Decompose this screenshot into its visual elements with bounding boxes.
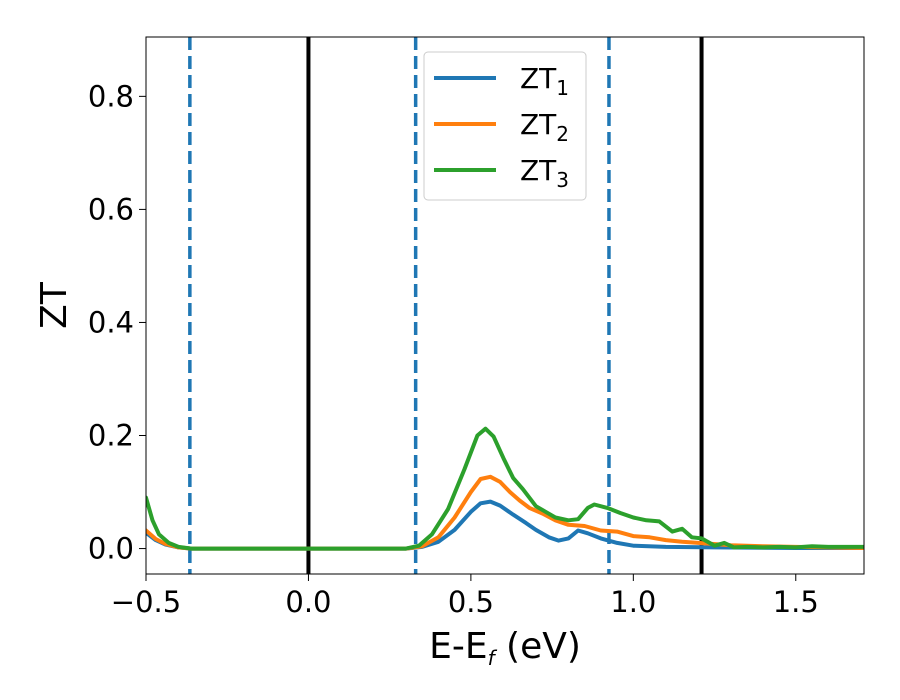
series-line-2 (146, 474, 864, 551)
legend-label-2: ZT2 (520, 108, 569, 146)
plot-frame (145, 36, 865, 575)
x-axis-title-main: E-E (429, 626, 487, 667)
legend-label-3: ZT3 (520, 154, 569, 192)
y-tick-label: 0.8 (88, 79, 134, 113)
x-axis-title: E-Ef (eV) (429, 626, 581, 670)
legend: ZT1 ZT2 ZT3 (423, 51, 587, 201)
series-line-1 (146, 499, 864, 551)
series-line-3 (146, 426, 864, 551)
y-tick-label: 0.2 (88, 419, 134, 453)
y-tick-label: 0.6 (88, 192, 134, 226)
x-axis-title-unit: (eV) (495, 626, 581, 667)
y-tick-label: 0.4 (88, 305, 134, 339)
x-tick-label: 0.5 (448, 585, 494, 619)
legend-label-1: ZT1 (520, 62, 569, 100)
x-tick-label: 1.5 (773, 585, 819, 619)
x-axis-title-sub: f (488, 646, 498, 670)
x-tick-label: 1.0 (610, 585, 656, 619)
x-tick-label: −0.5 (111, 585, 181, 619)
plot-content (146, 37, 864, 574)
x-tick-label: 0.0 (285, 585, 331, 619)
y-axis-title: ZT (34, 281, 75, 329)
y-tick-label: 0.0 (88, 532, 134, 566)
legend-box (423, 51, 587, 201)
y-axis: 0.0 0.2 0.4 0.6 0.8 (88, 79, 146, 566)
x-axis: −0.5 0.0 0.5 1.0 1.5 (111, 574, 819, 619)
